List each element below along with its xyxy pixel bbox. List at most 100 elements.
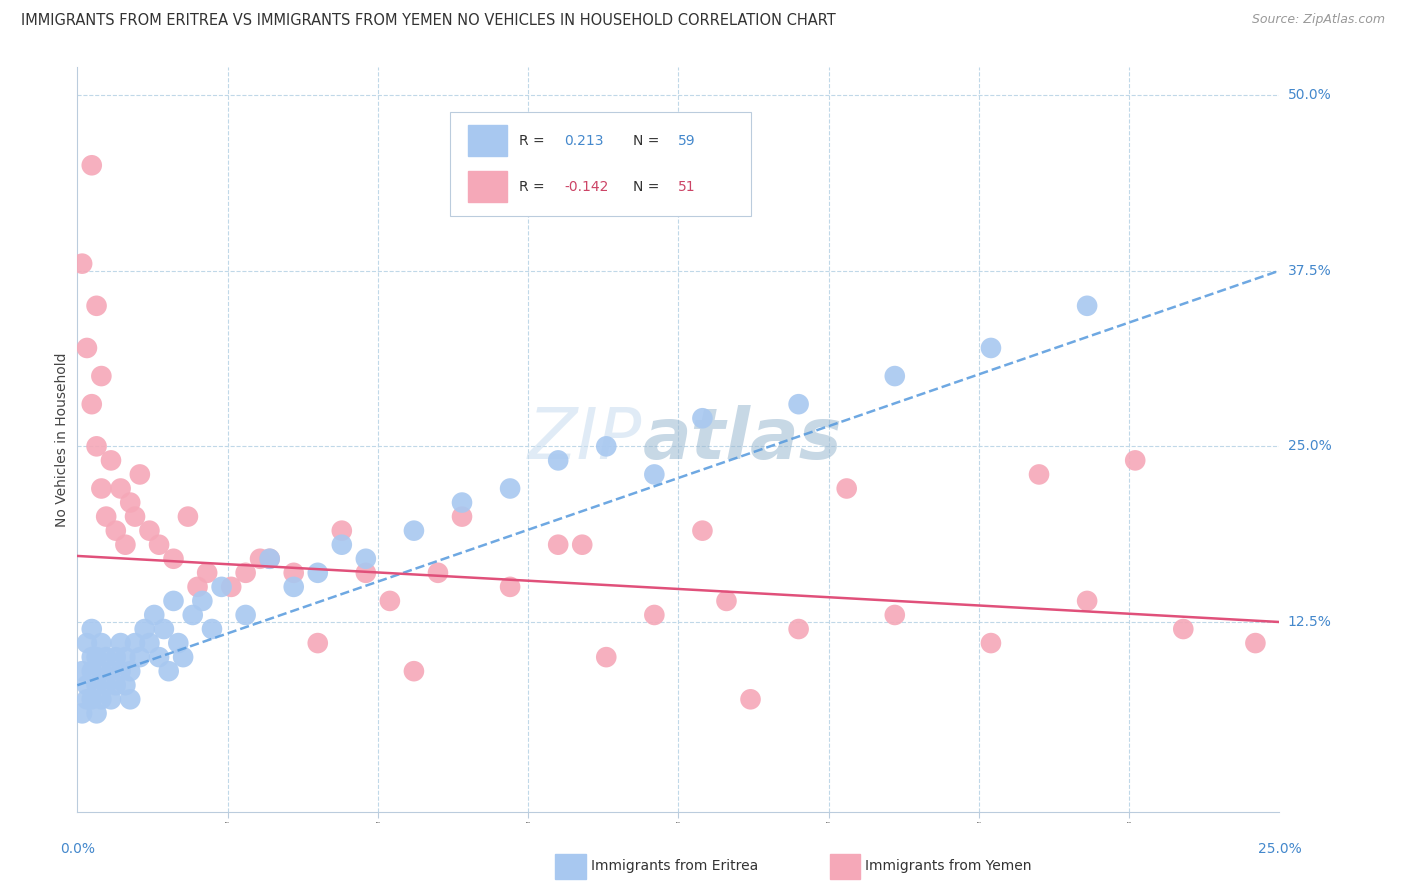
- Point: [76, 692, 98, 706]
- Text: 37.5%: 37.5%: [1288, 264, 1331, 277]
- Point: [980, 636, 1002, 650]
- Point: [90, 636, 112, 650]
- Point: [114, 678, 136, 692]
- Point: [249, 551, 271, 566]
- Point: [153, 622, 176, 636]
- Point: [427, 566, 450, 580]
- Point: [70, 257, 93, 271]
- Point: [128, 467, 150, 482]
- Point: [128, 650, 150, 665]
- Text: 51: 51: [679, 179, 696, 194]
- Point: [90, 664, 112, 678]
- Point: [143, 607, 166, 622]
- Point: [70, 664, 93, 678]
- Point: [114, 538, 136, 552]
- Point: [124, 509, 146, 524]
- Point: [157, 664, 180, 678]
- Text: 0.0%: 0.0%: [60, 842, 94, 856]
- Point: [80, 622, 103, 636]
- Point: [283, 566, 305, 580]
- Point: [283, 580, 305, 594]
- Point: [235, 607, 257, 622]
- Text: IMMIGRANTS FROM ERITREA VS IMMIGRANTS FROM YEMEN NO VEHICLES IN HOUSEHOLD CORREL: IMMIGRANTS FROM ERITREA VS IMMIGRANTS FR…: [21, 13, 835, 29]
- Point: [716, 594, 738, 608]
- Point: [451, 495, 474, 509]
- Point: [1028, 467, 1050, 482]
- Point: [90, 482, 112, 496]
- Y-axis label: No Vehicles in Household: No Vehicles in Household: [55, 352, 69, 526]
- Point: [980, 341, 1002, 355]
- Point: [1123, 453, 1146, 467]
- Point: [330, 524, 353, 538]
- Point: [402, 664, 425, 678]
- Point: [499, 580, 522, 594]
- Point: [148, 650, 170, 665]
- Point: [90, 692, 112, 706]
- Text: Source: ZipAtlas.com: Source: ZipAtlas.com: [1251, 13, 1385, 27]
- Point: [80, 692, 103, 706]
- Point: [692, 411, 714, 425]
- Point: [124, 636, 146, 650]
- Point: [835, 482, 858, 496]
- Point: [100, 692, 122, 706]
- Text: 12.5%: 12.5%: [1288, 615, 1331, 629]
- Point: [70, 706, 93, 721]
- Point: [86, 299, 108, 313]
- Point: [76, 341, 98, 355]
- Point: [96, 509, 118, 524]
- Point: [354, 551, 377, 566]
- Point: [177, 509, 200, 524]
- Text: Immigrants from Eritrea: Immigrants from Eritrea: [591, 859, 758, 873]
- Point: [883, 369, 905, 384]
- Text: atlas: atlas: [643, 405, 842, 474]
- Point: [104, 678, 127, 692]
- Point: [595, 439, 617, 453]
- Point: [96, 678, 118, 692]
- Point: [307, 566, 329, 580]
- Point: [595, 650, 617, 665]
- Point: [162, 594, 184, 608]
- Text: 59: 59: [679, 134, 696, 148]
- Text: ZIP: ZIP: [529, 405, 643, 474]
- Point: [110, 664, 132, 678]
- Text: -0.142: -0.142: [564, 179, 609, 194]
- Point: [100, 453, 122, 467]
- Point: [1173, 622, 1195, 636]
- Point: [571, 538, 593, 552]
- Point: [110, 636, 132, 650]
- Point: [692, 524, 714, 538]
- Point: [148, 538, 170, 552]
- Point: [86, 650, 108, 665]
- Point: [378, 594, 401, 608]
- Point: [86, 678, 108, 692]
- Point: [100, 664, 122, 678]
- Point: [134, 622, 156, 636]
- FancyBboxPatch shape: [450, 112, 751, 216]
- Point: [90, 369, 112, 384]
- Point: [104, 650, 127, 665]
- Point: [402, 524, 425, 538]
- Point: [191, 594, 214, 608]
- Point: [219, 580, 242, 594]
- Point: [211, 580, 233, 594]
- Point: [120, 495, 142, 509]
- Point: [138, 636, 160, 650]
- Text: N =: N =: [633, 179, 664, 194]
- Text: R =: R =: [519, 179, 550, 194]
- Point: [201, 622, 224, 636]
- Point: [96, 650, 118, 665]
- Point: [547, 538, 569, 552]
- Point: [883, 607, 905, 622]
- Point: [167, 636, 190, 650]
- Text: 0.213: 0.213: [564, 134, 603, 148]
- Point: [120, 664, 142, 678]
- Point: [80, 650, 103, 665]
- Point: [138, 524, 160, 538]
- Text: 50.0%: 50.0%: [1288, 88, 1331, 102]
- Point: [80, 397, 103, 411]
- Point: [643, 607, 665, 622]
- Point: [1076, 299, 1098, 313]
- Point: [330, 538, 353, 552]
- Text: 25.0%: 25.0%: [1257, 842, 1302, 856]
- Point: [195, 566, 218, 580]
